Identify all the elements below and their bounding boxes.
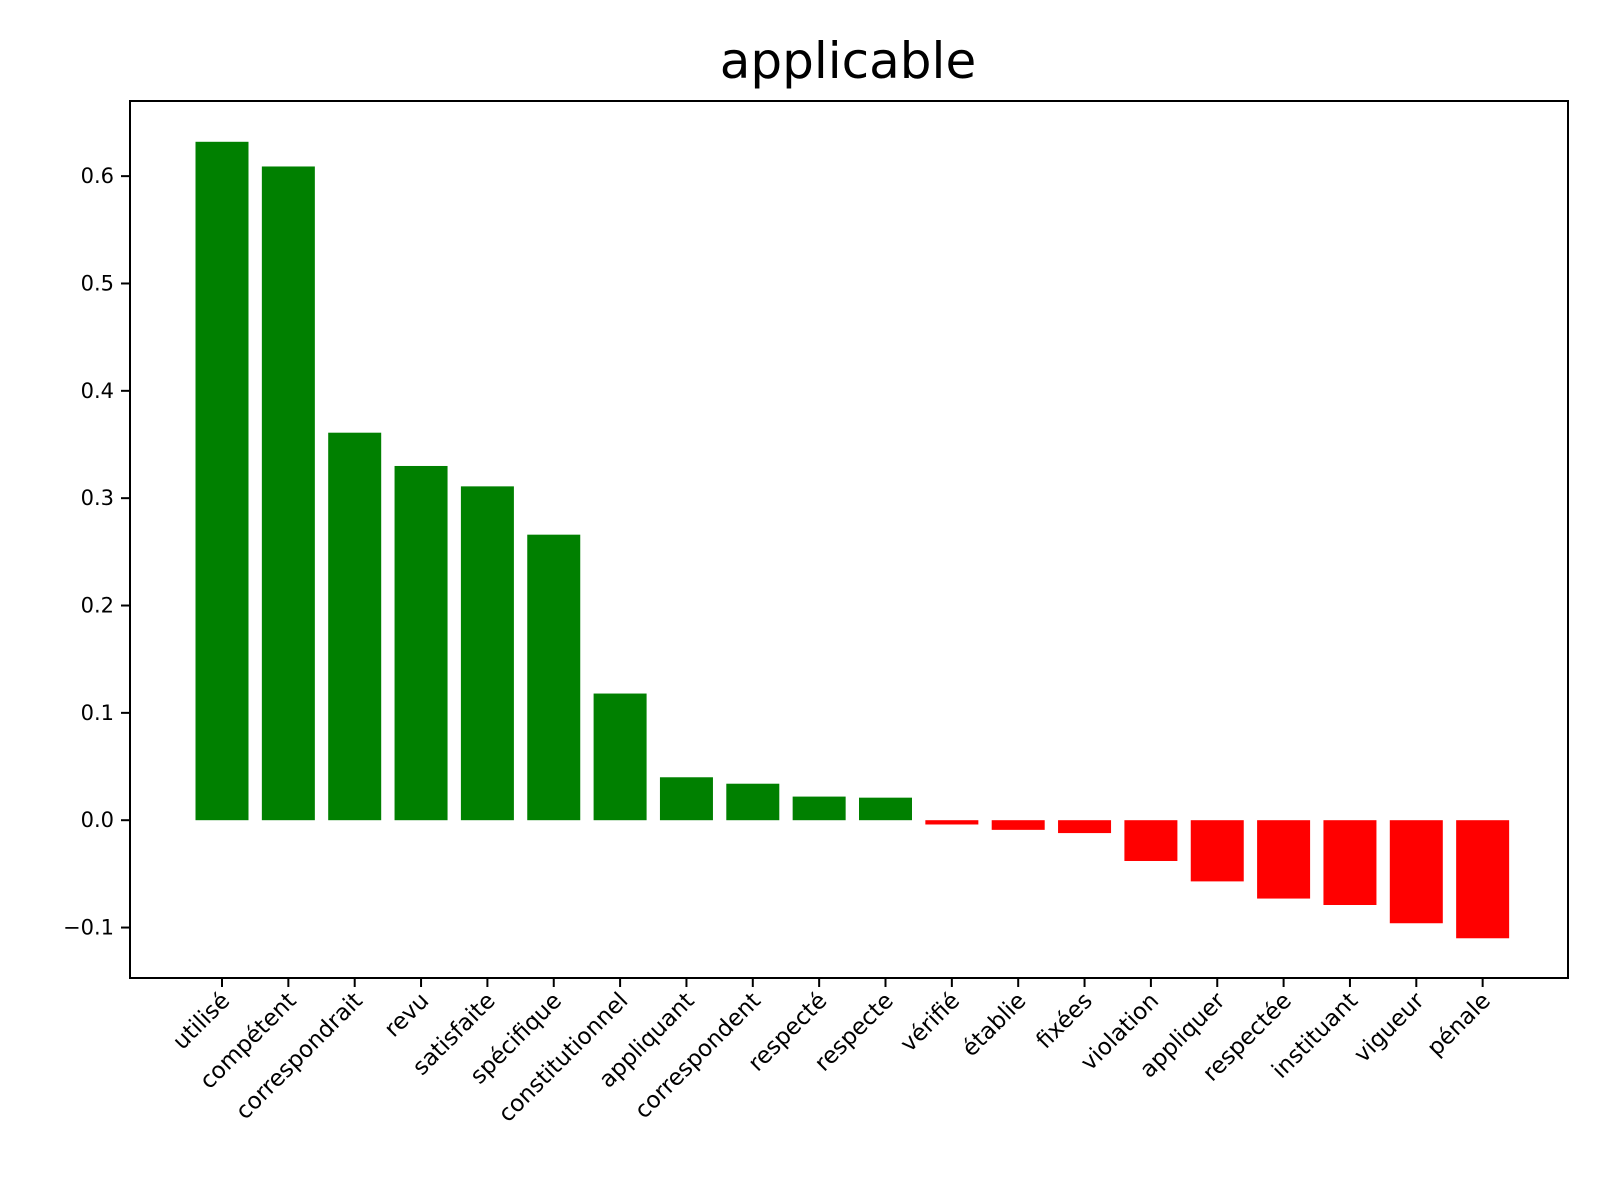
bar-2 bbox=[328, 432, 382, 821]
bar-11 bbox=[925, 820, 979, 825]
bar-17 bbox=[1323, 820, 1377, 905]
x-tick-label: pénale bbox=[1422, 988, 1496, 1062]
y-tick-label: 0.3 bbox=[81, 486, 114, 510]
bar-7 bbox=[659, 777, 713, 821]
x-tick-label: vigueur bbox=[1349, 987, 1430, 1068]
x-tick-label: établie bbox=[957, 988, 1031, 1062]
bar-4 bbox=[460, 486, 514, 821]
bar-19 bbox=[1456, 820, 1510, 939]
bar-1 bbox=[261, 166, 315, 821]
y-tick-label: 0.0 bbox=[81, 808, 114, 832]
bar-18 bbox=[1389, 820, 1443, 924]
x-tick-label: correspondrait bbox=[231, 988, 368, 1125]
y-tick-label: 0.2 bbox=[81, 594, 114, 618]
x-tick-label: vérifié bbox=[896, 988, 965, 1057]
bar-10 bbox=[859, 797, 912, 821]
bar-0 bbox=[195, 141, 249, 821]
x-tick-label: revu bbox=[380, 988, 435, 1043]
bar-8 bbox=[726, 783, 780, 821]
bar-12 bbox=[991, 820, 1045, 830]
y-tick-label: 0.5 bbox=[81, 271, 114, 295]
bar-13 bbox=[1058, 820, 1112, 834]
bar-14 bbox=[1124, 820, 1178, 861]
bar-6 bbox=[593, 693, 647, 821]
plot-frame bbox=[129, 100, 1569, 979]
bar-5 bbox=[527, 534, 581, 821]
y-tick-label: 0.6 bbox=[81, 164, 114, 188]
y-tick-label: −0.1 bbox=[63, 916, 114, 940]
y-tick-label: 0.1 bbox=[81, 701, 114, 725]
x-tick-label: fixées bbox=[1032, 988, 1098, 1054]
bar-3 bbox=[394, 465, 448, 821]
bar-9 bbox=[792, 796, 846, 821]
chart-title: applicable bbox=[720, 32, 976, 90]
bars-layer bbox=[195, 141, 1510, 939]
bar-15 bbox=[1190, 820, 1244, 882]
y-tick-label: 0.4 bbox=[81, 379, 114, 403]
bar-16 bbox=[1257, 820, 1311, 899]
